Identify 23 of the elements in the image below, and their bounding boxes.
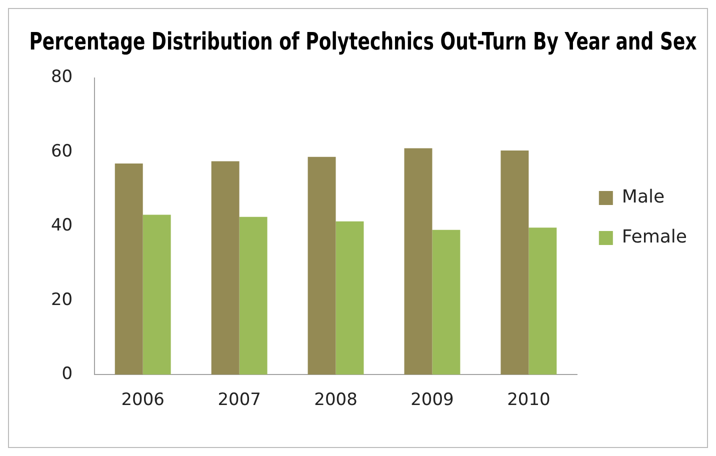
y-tick-label: 60 — [50, 141, 73, 162]
y-tick-label: 0 — [62, 364, 73, 384]
bar — [239, 216, 268, 375]
bar — [211, 161, 240, 375]
bar — [114, 164, 143, 375]
bar — [404, 148, 432, 375]
bar — [142, 214, 171, 375]
bar — [308, 156, 336, 375]
bar — [528, 228, 557, 375]
legend-label: Female — [622, 226, 688, 248]
x-tick-label: 2006 — [121, 390, 164, 410]
chart-title: Percentage Distribution of Polytechnics Out-Turn By Year and Sex — [29, 28, 698, 56]
bar — [336, 221, 364, 375]
bar — [500, 150, 529, 375]
x-tick-label: 2008 — [314, 390, 358, 410]
x-tick-label: 2009 — [410, 390, 454, 410]
y-tick-label: 20 — [50, 290, 73, 310]
x-tick-label: 2010 — [507, 390, 550, 410]
y-tick-label: 80 — [50, 67, 73, 88]
y-tick-label: 40 — [50, 216, 73, 236]
x-tick-label: 2007 — [218, 390, 261, 410]
legend-label: Male — [622, 186, 665, 208]
bar — [432, 230, 460, 375]
